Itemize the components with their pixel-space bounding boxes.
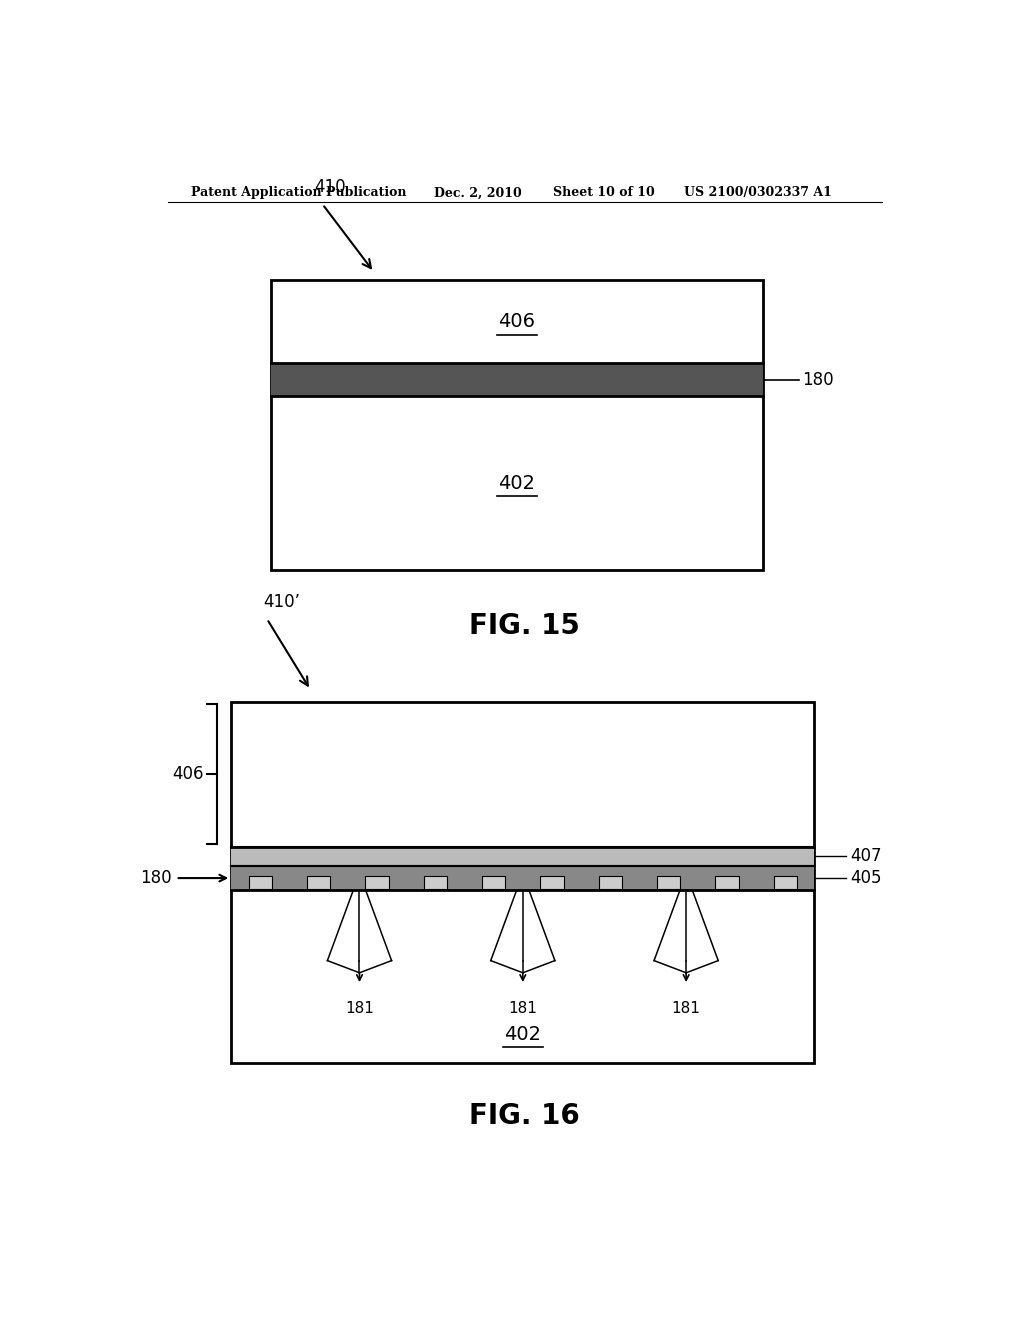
Text: Sheet 10 of 10: Sheet 10 of 10	[553, 186, 654, 199]
Bar	[231, 702, 814, 1063]
Bar	[270, 280, 763, 570]
Bar	[541, 875, 563, 888]
Bar	[307, 875, 331, 888]
Text: FIG. 16: FIG. 16	[469, 1102, 581, 1130]
Text: 407: 407	[850, 847, 882, 866]
Bar	[424, 875, 447, 888]
Text: 180: 180	[803, 371, 835, 388]
Bar	[599, 875, 622, 888]
Bar	[366, 875, 389, 888]
Text: Patent Application Publication: Patent Application Publication	[191, 186, 407, 199]
Bar	[774, 875, 797, 888]
Text: Dec. 2, 2010: Dec. 2, 2010	[433, 186, 521, 199]
Bar	[716, 875, 738, 888]
Text: 410’: 410’	[263, 593, 300, 611]
Bar	[657, 875, 680, 888]
Bar	[249, 875, 272, 888]
Text: US 2100/0302337 A1: US 2100/0302337 A1	[684, 186, 831, 199]
Text: 181: 181	[508, 1002, 538, 1016]
Text: FIG. 15: FIG. 15	[469, 612, 581, 640]
Bar	[231, 866, 814, 890]
Text: 402: 402	[499, 474, 536, 492]
Text: 406: 406	[172, 766, 204, 783]
Text: 181: 181	[672, 1002, 700, 1016]
Text: 181: 181	[345, 1002, 374, 1016]
Bar	[231, 846, 814, 866]
Bar	[482, 875, 505, 888]
Text: 180: 180	[140, 869, 172, 887]
Text: 402: 402	[504, 1024, 542, 1044]
Text: 406: 406	[499, 312, 536, 331]
Bar	[270, 363, 763, 396]
Text: 410: 410	[314, 178, 346, 195]
Text: 405: 405	[850, 869, 882, 887]
